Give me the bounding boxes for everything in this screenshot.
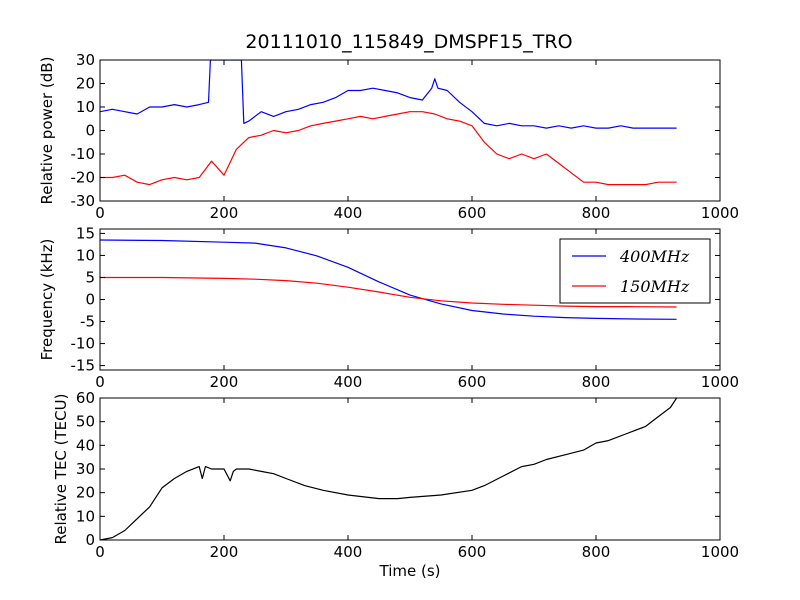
y-tick-label: 0 xyxy=(85,291,95,309)
y-tick-label: 10 xyxy=(76,98,95,116)
x-tick-label: 600 xyxy=(458,204,487,222)
y-tick-label: 40 xyxy=(76,436,95,454)
y-tick-label: 50 xyxy=(76,413,95,431)
y-axis-label: Relative power (dB) xyxy=(38,57,56,205)
y-tick-label: -10 xyxy=(71,335,96,353)
y-tick-label: 30 xyxy=(76,51,95,69)
y-tick-label: 10 xyxy=(76,507,95,525)
series-line-1-1 xyxy=(100,276,677,308)
series-line-0-1 xyxy=(100,111,677,186)
y-tick-label: -15 xyxy=(71,357,96,375)
series-line-0-0 xyxy=(100,60,677,129)
y-tick-label: 60 xyxy=(76,389,95,407)
x-tick-label: 800 xyxy=(582,204,611,222)
x-tick-label: 1000 xyxy=(701,373,739,391)
power-panel: 0 200 400 600 800 1000 30 20 10 0 -10 -20 -30 Relativ… xyxy=(38,51,739,222)
y-tick-label: -30 xyxy=(71,192,96,210)
x-tick-label: 0 xyxy=(95,204,105,222)
x-tick-label: 600 xyxy=(458,373,487,391)
x-axis-label: Time (s) xyxy=(379,562,441,580)
plot-frame xyxy=(99,59,721,202)
x-tick-label: 200 xyxy=(210,204,239,222)
x-tick-label: 600 xyxy=(458,543,487,561)
y-tick-label: -10 xyxy=(71,145,96,163)
y-tick-label: 0 xyxy=(85,122,95,140)
figure-title: 20111010_115849_DMSPF15_TRO xyxy=(245,31,572,53)
y-tick-label: 10 xyxy=(76,246,95,264)
legend-box xyxy=(559,238,711,304)
y-tick-label: 20 xyxy=(76,75,95,93)
y-tick-label: 15 xyxy=(76,224,95,242)
x-tick-label: 400 xyxy=(334,373,363,391)
series-line-1-0 xyxy=(100,239,677,320)
series-line-2-0 xyxy=(100,398,678,540)
x-tick-label: 400 xyxy=(334,543,363,561)
x-tick-label: 800 xyxy=(582,543,611,561)
y-tick-label: 0 xyxy=(85,531,95,549)
x-tick-label: 0 xyxy=(95,543,105,561)
y-axis-label: Frequency (kHz) xyxy=(38,239,56,361)
x-tick-label: 400 xyxy=(334,204,363,222)
y-tick-label: -5 xyxy=(80,313,95,331)
x-tick-label: 1000 xyxy=(701,204,739,222)
x-tick-label: 200 xyxy=(210,373,239,391)
y-tick-label: 30 xyxy=(76,460,95,478)
x-tick-label: 200 xyxy=(210,543,239,561)
y-tick-label: -20 xyxy=(71,169,96,187)
y-axis-label: Relative TEC (TECU) xyxy=(52,394,70,545)
x-tick-label: 0 xyxy=(95,373,105,391)
x-tick-label: 800 xyxy=(582,373,611,391)
y-tick-label: 5 xyxy=(85,268,95,286)
x-tick-label: 1000 xyxy=(701,543,739,561)
y-tick-label: 20 xyxy=(76,484,95,502)
legend-label: 150MHz xyxy=(620,277,690,296)
legend-label: 400MHz xyxy=(619,247,690,266)
frequency-panel: 0 200 400 600 800 1000 15 10 5 0 -5 -10 -15 Frequency… xyxy=(38,224,739,391)
